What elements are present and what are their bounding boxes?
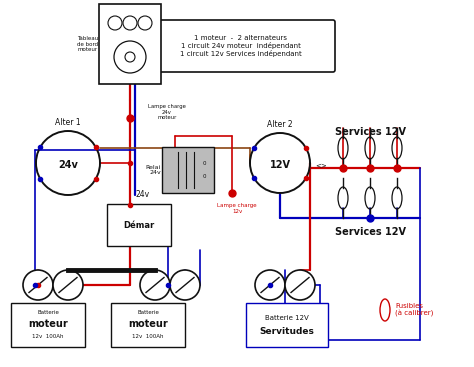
FancyBboxPatch shape (146, 20, 335, 72)
Text: 0: 0 (202, 161, 206, 166)
Circle shape (170, 270, 200, 300)
Text: moteur: moteur (128, 319, 168, 329)
Text: Alter 2: Alter 2 (267, 120, 293, 129)
Circle shape (140, 270, 170, 300)
FancyBboxPatch shape (99, 4, 161, 84)
Circle shape (255, 270, 285, 300)
Text: 0: 0 (202, 174, 206, 179)
Text: Relai
24v: Relai 24v (146, 165, 161, 175)
FancyBboxPatch shape (111, 303, 185, 347)
Text: 12v  100Ah: 12v 100Ah (132, 334, 164, 339)
FancyBboxPatch shape (11, 303, 85, 347)
Circle shape (285, 270, 315, 300)
Text: Services 12V: Services 12V (335, 227, 406, 237)
Text: Tableau
de bord
moteur: Tableau de bord moteur (77, 36, 98, 52)
Text: Lampe charge
12v: Lampe charge 12v (217, 203, 257, 214)
Text: Batterie: Batterie (137, 309, 159, 315)
Text: Alter 1: Alter 1 (55, 118, 81, 127)
Text: Démar: Démar (123, 221, 155, 229)
FancyBboxPatch shape (246, 303, 328, 347)
Circle shape (53, 270, 83, 300)
Text: Batterie 12V: Batterie 12V (265, 315, 309, 321)
FancyBboxPatch shape (162, 147, 214, 193)
Text: 1 moteur  -  2 alternateurs
1 circuit 24v moteur  indépendant
1 circuit 12v Serv: 1 moteur - 2 alternateurs 1 circuit 24v … (180, 35, 301, 57)
Text: Lampe charge
24v
moteur: Lampe charge 24v moteur (148, 104, 186, 120)
Text: <>: <> (315, 162, 327, 168)
FancyBboxPatch shape (107, 204, 171, 246)
Text: moteur: moteur (28, 319, 68, 329)
Text: 24v: 24v (58, 160, 78, 170)
Text: Servitudes: Servitudes (260, 327, 314, 337)
Text: Services 12V: Services 12V (335, 127, 406, 137)
Text: 24v: 24v (135, 190, 149, 199)
Text: 12v  100Ah: 12v 100Ah (32, 334, 64, 339)
Text: Batterie: Batterie (37, 309, 59, 315)
Text: Fusibles
(à calibrer): Fusibles (à calibrer) (395, 303, 433, 317)
Text: 12V: 12V (270, 160, 291, 170)
Circle shape (23, 270, 53, 300)
